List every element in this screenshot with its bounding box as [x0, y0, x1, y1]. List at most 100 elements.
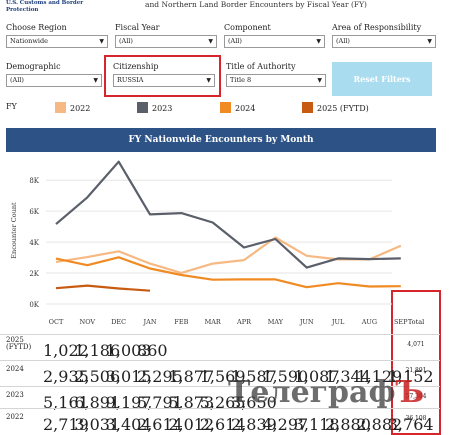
component-select[interactable]: (All) ▼: [224, 35, 325, 48]
legend-swatch: [55, 102, 66, 113]
row-divider: [0, 386, 440, 387]
filter-label: Title of Authority: [226, 62, 296, 71]
legend-item-2023[interactable]: 2023: [137, 102, 172, 113]
chart-legend: FY 2022 2023 2024 2025 (FYTD): [0, 100, 450, 116]
table-cell: 5,265: [199, 393, 246, 412]
row-divider: [0, 408, 440, 409]
select-value: (All): [119, 37, 133, 45]
table-cell: 2,882: [356, 415, 403, 434]
total-column-header: Total: [407, 318, 425, 326]
select-value: Nationwide: [10, 37, 49, 45]
top-header: U.S. Customs and Border Protection and N…: [0, 0, 450, 20]
table-cell: 6,891: [74, 393, 121, 412]
select-value: Title 8: [230, 76, 252, 84]
table-cell: 2,935: [43, 367, 89, 386]
chevron-down-icon: ▼: [427, 38, 432, 45]
legend-label: 2024: [235, 104, 256, 113]
x-tick-label: OCT: [49, 318, 64, 326]
chevron-down-icon: ▼: [93, 77, 98, 84]
filter-label: Choose Region: [6, 23, 67, 32]
x-tick-label: SEP: [394, 318, 408, 326]
table-cell: 1,003: [105, 341, 152, 360]
citizenship-select[interactable]: RUSSIA ▼: [113, 74, 215, 87]
legend-item-2024[interactable]: 2024: [220, 102, 255, 113]
x-tick-label: NOV: [80, 318, 96, 326]
page-title: and Northern Land Border Encounters by F…: [145, 0, 367, 9]
table-cell: 2,012: [168, 415, 215, 434]
filter-title-of-authority: Title of Authority Title 8 ▼: [226, 62, 326, 87]
area-of-responsibility-select[interactable]: (All) ▼: [332, 35, 436, 48]
citizenship-highlight-box: [104, 55, 221, 97]
legend-swatch: [302, 102, 313, 113]
legend-label: 2022: [70, 104, 91, 113]
chevron-down-icon: ▼: [99, 38, 104, 45]
chevron-down-icon: ▼: [208, 38, 213, 45]
table-cell: 1,877: [168, 367, 215, 386]
filter-component: Component (All) ▼: [224, 23, 325, 48]
table-row-label: 2023: [6, 391, 24, 399]
demographic-select[interactable]: (All) ▼: [6, 74, 102, 87]
table-total-cell: 21,891: [405, 367, 427, 374]
x-tick-label: JAN: [143, 318, 157, 326]
table-cell: 3,031: [74, 415, 121, 434]
legend-item-2025-fytd[interactable]: 2025 (FYTD): [302, 102, 369, 113]
encounters-line-chart: 0K 2K 4K 6K 8K Encounter Count OCT NOV DEC JAN FEB…: [10, 160, 408, 326]
x-tick-label: MAR: [205, 318, 222, 326]
series-line-2022: [55, 236, 402, 275]
reset-filters-button[interactable]: Reset Filters: [332, 62, 432, 96]
legend-swatch: [220, 102, 231, 113]
table-row-label: 2022: [6, 413, 24, 421]
table-cell: 1,569: [199, 367, 246, 386]
select-value: (All): [10, 76, 24, 84]
watermark-accent: Ъ: [395, 375, 425, 410]
region-select[interactable]: Nationwide ▼: [6, 35, 108, 48]
table-cell: 2,839: [231, 415, 277, 434]
legend-title: FY: [6, 102, 17, 111]
watermark: ТелеграфЪ: [228, 375, 424, 410]
filter-label: Fiscal Year: [115, 23, 160, 32]
legend-item-2022[interactable]: 2022: [55, 102, 90, 113]
row-divider: [0, 334, 440, 335]
table-cell: 2,719: [43, 415, 89, 434]
table-total-cell: 4,071: [407, 341, 425, 348]
filter-demographic: Demographic (All) ▼: [6, 62, 102, 87]
fiscal-year-select[interactable]: (All) ▼: [115, 35, 217, 48]
legend-label: 2025 (FYTD): [317, 104, 369, 113]
title-of-authority-select[interactable]: Title 8 ▼: [226, 74, 326, 87]
x-tick-label: MAY: [268, 318, 284, 326]
select-value: (All): [336, 37, 350, 45]
table-cell: 2,614: [137, 415, 183, 434]
table-cell: 1,186: [74, 341, 121, 360]
table-cell: 5,161: [43, 393, 89, 412]
series-line-2025-fytd-: [55, 284, 151, 292]
chevron-down-icon: ▼: [316, 38, 321, 45]
x-tick-label: AUG: [361, 318, 377, 326]
filter-label: Citizenship: [113, 62, 159, 71]
legend-swatch: [137, 102, 148, 113]
legend-label: 2023: [152, 104, 173, 113]
y-tick-label: 0K: [29, 301, 39, 309]
table-cell: 3,118: [293, 415, 340, 434]
filter-citizenship: Citizenship RUSSIA ▼: [113, 62, 215, 87]
y-tick-label: 6K: [29, 208, 39, 216]
total-highlight-box: [391, 290, 441, 435]
chevron-down-icon: ▼: [206, 77, 211, 84]
table-total-cell: 36,108: [405, 415, 427, 422]
filter-fiscal-year: Fiscal Year (All) ▼: [115, 23, 217, 48]
select-value: (All): [228, 37, 242, 45]
y-tick-label: 4K: [29, 239, 39, 247]
table-cell: 4,297: [262, 415, 309, 434]
x-tick-label: JUN: [299, 318, 314, 326]
table-cell: 5,873: [168, 393, 215, 412]
table-cell: 5,791: [137, 393, 183, 412]
filter-area-of-responsibility: Area of Responsibility (All) ▼: [332, 23, 436, 48]
agency-logo: U.S. Customs and Border Protection: [6, 0, 84, 13]
watermark-main: Телеграф: [228, 375, 396, 410]
chart-title: FY Nationwide Encounters by Month: [6, 128, 436, 152]
x-tick-label: JUL: [331, 318, 345, 326]
row-divider: [0, 360, 440, 361]
table-cell: 3,404: [105, 415, 152, 434]
filter-label: Demographic: [6, 62, 61, 71]
x-tick-label: FEB: [174, 318, 188, 326]
table-cell: 3,015: [105, 367, 152, 386]
